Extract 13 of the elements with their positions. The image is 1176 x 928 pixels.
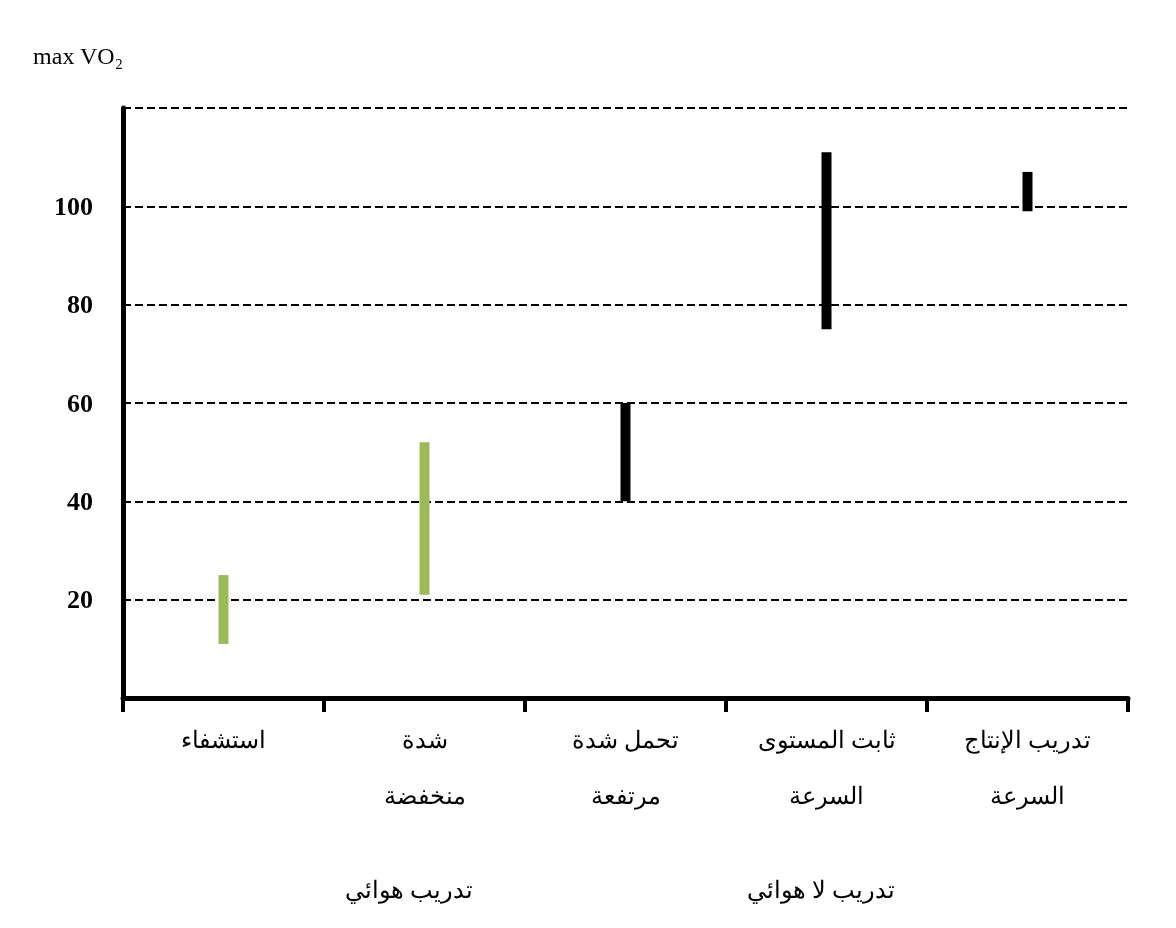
y-tick-label: 60 bbox=[67, 388, 93, 418]
y-tick-label: 100 bbox=[54, 191, 93, 221]
category-label: ثابت المستوى السرعة bbox=[757, 727, 896, 809]
text: تدريب هوائي bbox=[344, 877, 473, 904]
x-tick-label: استشفاء bbox=[181, 727, 266, 753]
category-label: تدريب الإنتاج السرعة bbox=[964, 727, 1091, 809]
y-tick-label: 80 bbox=[67, 290, 93, 320]
y-tick-label: 20 bbox=[67, 585, 93, 615]
y-tick-label: 40 bbox=[67, 486, 93, 516]
category-label: شدة منخفضة bbox=[383, 727, 466, 809]
y-axis-title: max VO₂ bbox=[33, 43, 123, 69]
text: تدريب لا هوائي bbox=[746, 877, 895, 904]
category-label: تحمل شدة مرتفعة bbox=[572, 727, 679, 809]
